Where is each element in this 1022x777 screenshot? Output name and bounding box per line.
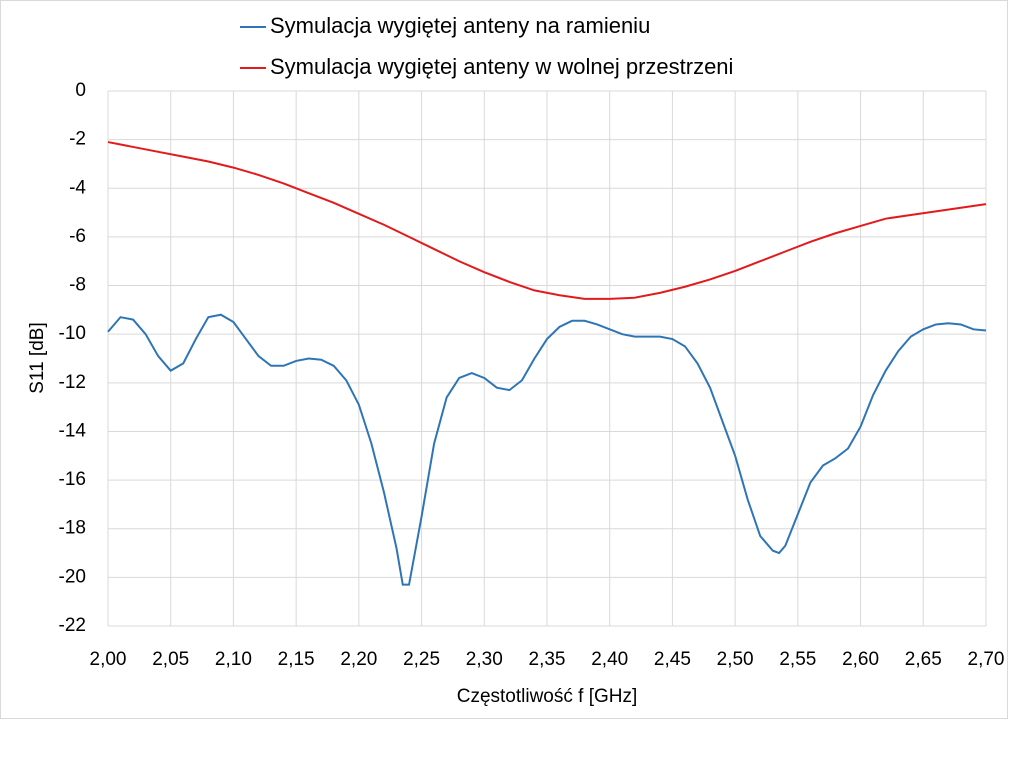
x-tick-label: 2,35 xyxy=(529,649,566,670)
y-tick-label: -20 xyxy=(59,566,86,587)
y-tick-label: -8 xyxy=(69,275,86,296)
x-tick-label: 2,50 xyxy=(717,649,754,670)
x-tick-label: 2,15 xyxy=(278,649,315,670)
legend-label: Symulacja wygiętej anteny w wolnej przes… xyxy=(270,54,733,79)
y-tick-label: -12 xyxy=(59,372,86,393)
y-tick-label: -16 xyxy=(59,469,86,490)
x-tick-label: 2,70 xyxy=(968,649,1005,670)
x-tick-label: 2,55 xyxy=(779,649,816,670)
x-axis-title: Częstotliwość f [GHz] xyxy=(457,686,638,707)
x-tick-label: 2,05 xyxy=(152,649,189,670)
y-tick-label: -10 xyxy=(59,323,86,344)
x-tick-label: 2,00 xyxy=(90,649,127,670)
x-tick-label: 2,40 xyxy=(591,649,628,670)
x-tick-label: 2,65 xyxy=(905,649,942,670)
x-tick-label: 2,30 xyxy=(466,649,503,670)
x-tick-label: 2,10 xyxy=(215,649,252,670)
y-tick-label: -4 xyxy=(69,177,86,198)
y-tick-label: -18 xyxy=(59,518,86,539)
x-tick-label: 2,45 xyxy=(654,649,691,670)
y-tick-label: -22 xyxy=(59,615,86,636)
y-tick-label: 0 xyxy=(75,80,86,101)
y-tick-label: -2 xyxy=(69,129,86,150)
y-tick-label: -6 xyxy=(69,226,86,247)
x-tick-label: 2,60 xyxy=(842,649,879,670)
y-axis-title: S11 [dB] xyxy=(27,322,48,393)
chart-border xyxy=(0,0,1008,719)
series-line xyxy=(107,141,987,300)
legend-label: Symulacja wygiętej anteny na ramieniu xyxy=(270,13,650,38)
x-tick-label: 2,25 xyxy=(403,649,440,670)
x-tick-label: 2,20 xyxy=(340,649,377,670)
y-tick-label: -14 xyxy=(59,420,87,441)
series-line xyxy=(107,313,987,586)
